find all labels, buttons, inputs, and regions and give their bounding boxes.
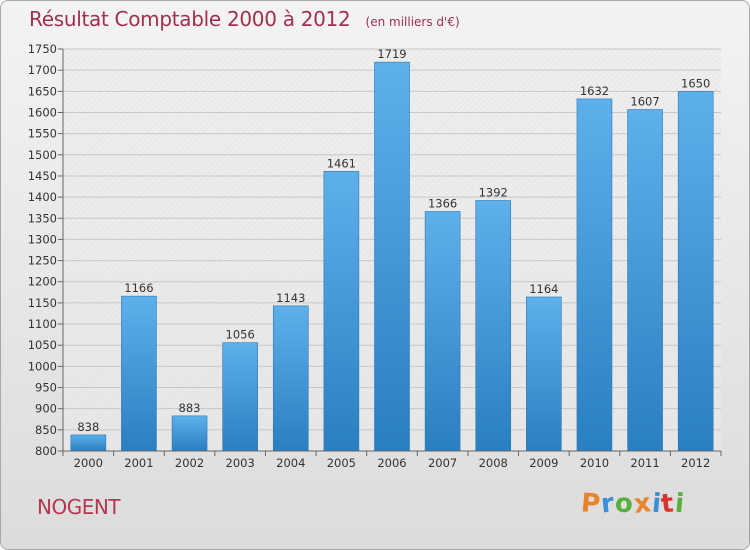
bar-2002	[171, 415, 208, 452]
data-label-2009: 1164	[529, 282, 558, 296]
y-tick-label: 850	[35, 423, 57, 437]
y-tick-label: 1300	[28, 232, 57, 246]
y-tick-label: 800	[35, 444, 57, 458]
x-tick-label-2002: 2002	[175, 456, 204, 470]
data-label-2002: 883	[179, 401, 201, 415]
data-label-2010: 1632	[580, 84, 609, 98]
bar-2008	[475, 200, 512, 452]
data-label-2003: 1056	[226, 328, 255, 342]
data-label-2004: 1143	[276, 291, 305, 305]
proxiti-logo[interactable]: Proxiti	[580, 488, 687, 520]
data-label-2001: 1166	[124, 281, 153, 295]
x-tick-label-2010: 2010	[580, 456, 609, 470]
x-tick-label-2003: 2003	[226, 456, 255, 470]
x-tick-label-2001: 2001	[124, 456, 153, 470]
x-tick-label-2011: 2011	[630, 456, 659, 470]
y-tick-label: 1250	[28, 254, 57, 268]
x-tick-label-2007: 2007	[428, 456, 457, 470]
bar-2007	[424, 211, 461, 452]
bar-2004	[272, 305, 309, 452]
bar-2012	[677, 91, 714, 452]
y-tick-label: 1200	[28, 275, 57, 289]
bar-2001	[121, 295, 157, 452]
y-tick-label: 1000	[28, 359, 57, 373]
bar-2000	[70, 434, 107, 452]
x-tick-label-2005: 2005	[327, 456, 356, 470]
y-tick-label: 1700	[28, 63, 57, 77]
data-label-2011: 1607	[630, 95, 659, 109]
data-label-2005: 1461	[327, 156, 356, 170]
y-tick-label: 1550	[28, 127, 57, 141]
x-tick-label-2012: 2012	[681, 456, 710, 470]
data-label-2007: 1366	[428, 196, 457, 210]
bar-2006	[374, 61, 410, 452]
data-label-2012: 1650	[681, 76, 710, 90]
data-label-2008: 1392	[479, 185, 508, 199]
x-tick-label-2004: 2004	[276, 456, 305, 470]
y-tick-label: 1500	[28, 148, 57, 162]
y-tick-label: 1350	[28, 211, 57, 225]
y-tick-label: 900	[35, 402, 57, 416]
y-tick-label: 1600	[28, 105, 57, 119]
y-tick-label: 1650	[28, 84, 57, 98]
y-tick-label: 1050	[28, 338, 57, 352]
bar-2009	[526, 296, 562, 452]
y-tick-label: 1750	[28, 42, 57, 56]
x-tick-label-2000: 2000	[74, 456, 103, 470]
title-row: Résultat Comptable 2000 à 2012 (en milli…	[29, 7, 460, 31]
bar-2003	[222, 342, 258, 452]
commune-name: NOGENT	[37, 495, 121, 519]
y-tick-label: 1400	[28, 190, 57, 204]
bar-2011	[627, 109, 663, 452]
y-tick-label: 1150	[28, 296, 57, 310]
chart-subtitle: (en milliers d'€)	[365, 15, 460, 29]
bar-2010	[576, 98, 613, 452]
x-tick-label-2009: 2009	[529, 456, 558, 470]
logo-letter: i	[673, 488, 687, 520]
chart-title: Résultat Comptable 2000 à 2012	[29, 7, 351, 31]
y-tick-label: 1450	[28, 169, 57, 183]
bar-2005	[323, 170, 360, 452]
y-tick-label: 1100	[28, 317, 57, 331]
x-tick-label-2008: 2008	[479, 456, 508, 470]
x-tick-label-2006: 2006	[377, 456, 406, 470]
data-label-2000: 838	[77, 420, 99, 434]
y-tick-label: 950	[35, 381, 57, 395]
data-label-2006: 1719	[377, 47, 406, 61]
